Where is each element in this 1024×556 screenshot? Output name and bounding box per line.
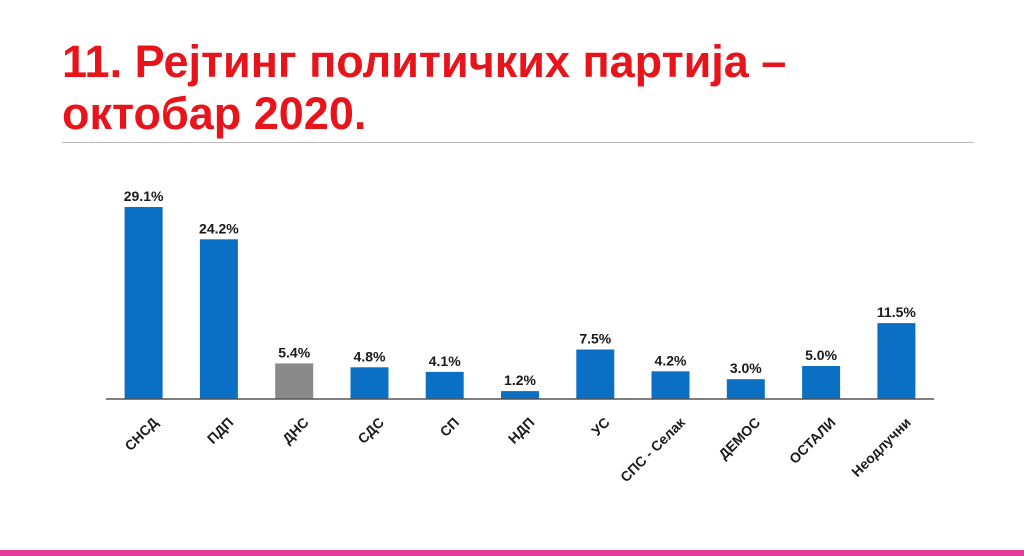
value-label-6: 7.5% — [579, 331, 611, 347]
bar-2 — [275, 363, 314, 399]
value-label-7: 4.2% — [655, 352, 687, 368]
category-label-3: СДС — [354, 414, 387, 447]
value-label-0: 29.1% — [124, 188, 164, 204]
value-label-2: 5.4% — [278, 344, 310, 360]
value-label-9: 5.0% — [805, 347, 837, 363]
category-label-2: ДНС — [279, 414, 312, 447]
slide-title: 11. Рејтинг политичких партија – октобар… — [62, 36, 962, 140]
slide-title-line2: октобар 2020. — [62, 88, 367, 139]
category-label-0: СНСД — [121, 414, 161, 454]
bottom-accent-bar — [0, 550, 1024, 556]
bar-8 — [726, 379, 765, 399]
slide-title-line1: 11. Рејтинг политичких партија – — [62, 36, 787, 87]
bar-1 — [199, 239, 238, 399]
value-label-3: 4.8% — [354, 348, 386, 364]
bar-group — [124, 207, 916, 399]
category-label-9: ОСТАЛИ — [786, 414, 839, 467]
bar-9 — [802, 366, 841, 399]
value-label-group: 29.1% 24.2% 5.4% 4.8% 4.1% 1.2% 7.5% 4.2% 3.0% 5.… — [124, 188, 917, 388]
value-label-1: 24.2% — [199, 220, 239, 236]
value-label-5: 1.2% — [504, 372, 536, 388]
category-label-4: СП — [437, 414, 463, 440]
category-label-6: УС — [588, 414, 613, 439]
bar-3 — [350, 367, 389, 399]
bar-0 — [124, 207, 163, 399]
category-label-10: Неодлучни — [848, 414, 914, 480]
category-label-5: НДП — [505, 414, 538, 447]
bar-4 — [425, 371, 464, 399]
bar-7 — [651, 371, 690, 399]
category-label-group: СНСД ПДП ДНС СДС СП НДП УС СПС - Селак ДЕМОС ОСТА… — [121, 413, 913, 485]
category-label-8: ДЕМОС — [715, 414, 763, 462]
value-label-10: 11.5% — [877, 304, 916, 320]
bar-6 — [576, 349, 615, 399]
title-divider — [62, 142, 974, 143]
category-label-1: ПДП — [204, 414, 237, 447]
value-label-8: 3.0% — [730, 360, 762, 376]
value-label-4: 4.1% — [429, 353, 461, 369]
bar-10 — [877, 323, 916, 399]
category-label-7: СПС - Селак — [617, 413, 689, 485]
bar-5 — [501, 391, 539, 399]
